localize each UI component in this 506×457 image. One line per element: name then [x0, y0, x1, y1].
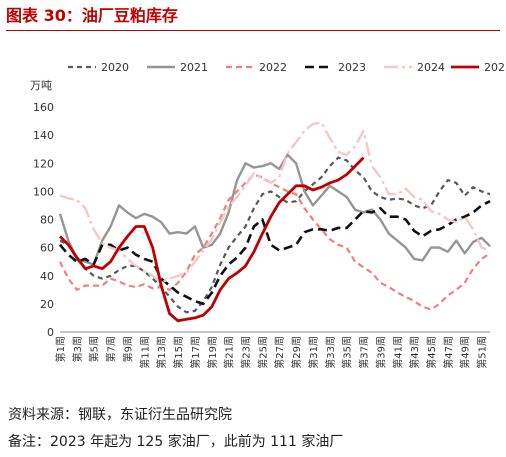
y-axis-unit-label: 万吨 — [30, 79, 52, 92]
y-tick-label: 140 — [33, 129, 54, 142]
series-line-2025 — [59, 156, 365, 323]
y-tick-label: 120 — [33, 157, 54, 170]
x-tick-label: 第3周 — [71, 336, 84, 362]
x-tick-label: 第23周 — [239, 336, 252, 369]
x-tick-label: 第19周 — [206, 336, 219, 369]
x-tick-label: 第7周 — [105, 336, 118, 362]
legend-label-2024: 2024 — [417, 61, 445, 74]
remark-note: 备注：2023 年起为 125 家油厂，此前为 111 家油厂 — [8, 434, 344, 450]
line-chart: 2020 2021 2022 2023 2024 2025 万吨 0 20 40 60 80 100… — [30, 61, 506, 369]
series-line-2024 — [59, 121, 491, 285]
y-axis: 0 20 40 60 80 100 120 140 160 — [33, 101, 54, 339]
legend-label-2023: 2023 — [338, 61, 366, 74]
x-tick-label: 第37周 — [358, 336, 371, 369]
y-tick-label: 40 — [40, 270, 54, 283]
x-axis: 第1周 第3周 第5周 第7周 第9周 第11周 第13周 第15周 第17周 第19周 第21周第… — [54, 331, 490, 369]
x-tick-label: 第51周 — [476, 336, 489, 369]
plot-area — [58, 121, 491, 323]
x-tick-label: 第13周 — [155, 336, 168, 369]
x-tick-label: 第25周 — [256, 336, 269, 369]
y-tick-label: 100 — [33, 185, 54, 198]
y-tick-label: 20 — [40, 298, 54, 311]
x-tick-label: 第47周 — [442, 336, 455, 369]
x-tick-label: 第17周 — [189, 336, 202, 369]
x-tick-label: 第45周 — [425, 336, 438, 369]
x-tick-label: 第35周 — [341, 336, 354, 369]
legend-label-2020: 2020 — [101, 61, 129, 74]
series-line-2021 — [58, 153, 491, 266]
x-tick-label: 第9周 — [121, 336, 134, 362]
series-line-2022 — [59, 173, 491, 311]
legend-label-2022: 2022 — [259, 61, 287, 74]
x-tick-label: 第29周 — [290, 336, 303, 369]
y-tick-label: 60 — [40, 242, 54, 255]
figure-title: 图表 30：油厂豆粕库存 — [6, 6, 178, 25]
x-tick-label: 第5周 — [88, 336, 101, 362]
title-underline — [6, 30, 500, 31]
x-tick-label: 第39周 — [374, 336, 387, 369]
x-tick-label: 第41周 — [391, 336, 404, 369]
x-tick-label: 第31周 — [307, 336, 320, 369]
y-tick-label: 80 — [40, 214, 54, 227]
x-tick-label: 第1周 — [54, 336, 67, 362]
x-tick-label: 第15周 — [172, 336, 185, 369]
x-tick-label: 第49周 — [459, 336, 472, 369]
x-tick-label: 第27周 — [273, 336, 286, 369]
series-line-2023 — [59, 200, 491, 306]
x-tick-label: 第43周 — [408, 336, 421, 369]
x-tick-label: 第11周 — [138, 336, 151, 369]
x-tick-label: 第33周 — [324, 336, 337, 369]
x-tick-label: 第21周 — [223, 336, 236, 369]
y-tick-label: 0 — [47, 326, 54, 339]
y-tick-label: 160 — [33, 101, 54, 114]
source-note: 资料来源：钢联，东证衍生品研究院 — [8, 407, 232, 423]
chart-legend: 2020 2021 2022 2023 2024 2025 — [68, 61, 506, 74]
legend-label-2025: 2025 — [484, 61, 506, 74]
series-line-2020 — [59, 156, 491, 314]
legend-label-2021: 2021 — [180, 61, 208, 74]
